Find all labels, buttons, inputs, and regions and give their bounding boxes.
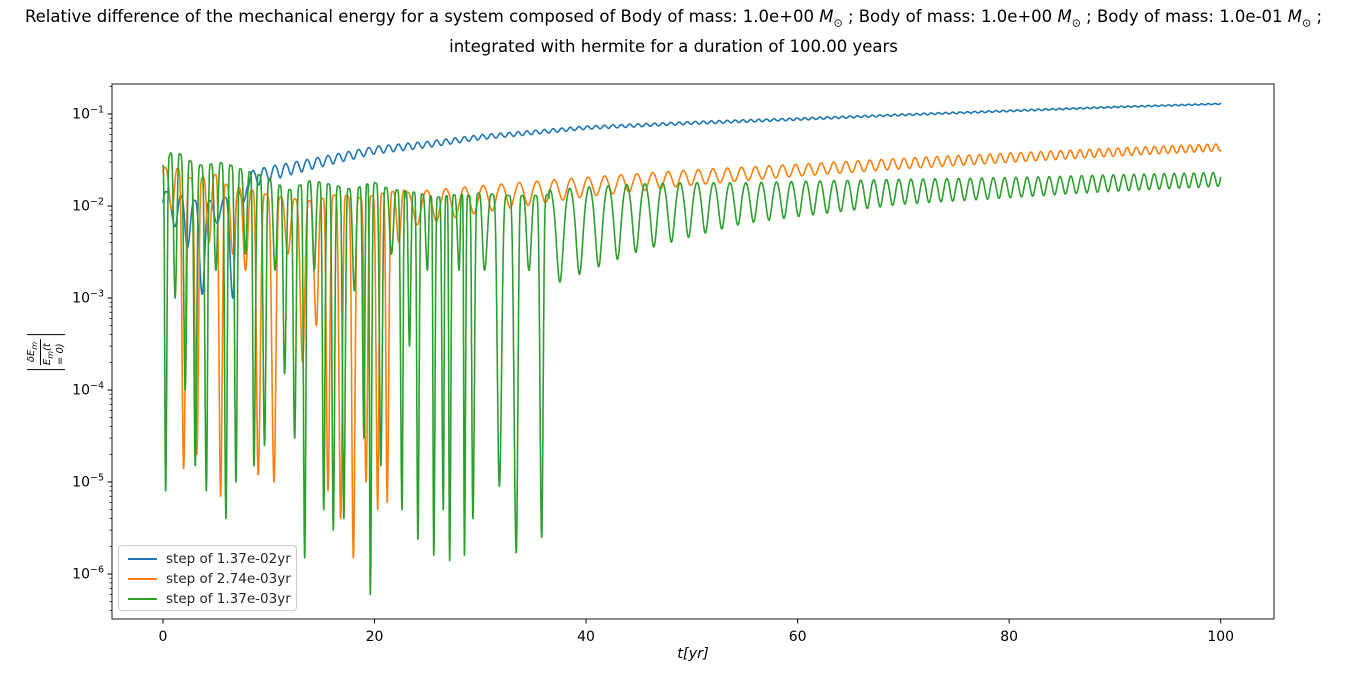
abs-bar-left xyxy=(27,369,65,371)
series-group xyxy=(162,102,1222,596)
y-tick-label: 10−1 xyxy=(72,104,104,122)
chart-title: Relative difference of the mechanical en… xyxy=(0,5,1347,58)
y-tick-label: 10−6 xyxy=(72,565,104,583)
legend-item-label: step of 1.37e-03yr xyxy=(166,591,291,607)
axes-frame xyxy=(111,83,1275,620)
subscript-m: m xyxy=(46,350,55,359)
y-axis-fraction-numerator: δEm xyxy=(26,338,41,366)
subscript-m: m xyxy=(30,341,39,350)
abs-bar-right xyxy=(27,333,65,335)
y-tick-label: 10−4 xyxy=(72,381,104,399)
x-tick-label: 40 xyxy=(577,629,595,645)
y-axis-label: δEm Em(t = 0) xyxy=(26,333,66,371)
series-line-2 xyxy=(162,152,1222,596)
sun-symbol-subscript: ⊙ xyxy=(1071,16,1081,30)
legend-line-sample-green xyxy=(128,598,157,600)
legend-item: step of 1.37e-02yr xyxy=(119,549,296,569)
y-axis-fraction: δEm Em(t = 0) xyxy=(26,337,66,367)
y-tick-label: 10−2 xyxy=(72,196,104,214)
sun-symbol-subscript: ⊙ xyxy=(1302,16,1312,30)
y-tick-label: 10−3 xyxy=(72,289,104,307)
x-tick-label: 60 xyxy=(789,629,807,645)
legend-line-sample-blue xyxy=(128,558,157,560)
y-axis-fraction-denominator: Em(t = 0) xyxy=(42,343,66,366)
chart-title-line2: integrated with hermite for a duration o… xyxy=(449,36,898,56)
solar-mass-symbol: M xyxy=(1287,7,1303,26)
x-tick-label: 0 xyxy=(159,629,168,645)
solar-mass-symbol: M xyxy=(819,7,834,26)
legend-line-sample-orange xyxy=(128,578,157,580)
x-tick-label: 100 xyxy=(1207,629,1234,645)
legend-item: step of 1.37e-03yr xyxy=(119,589,296,609)
legend-item: step of 2.74e-03yr xyxy=(119,569,296,589)
x-tick-label: 80 xyxy=(1000,629,1018,645)
legend-item-label: step of 2.74e-03yr xyxy=(166,571,291,587)
y-tick-label: 10−5 xyxy=(72,473,104,491)
sun-symbol-subscript: ⊙ xyxy=(833,16,843,30)
x-tick-label: 20 xyxy=(366,629,384,645)
series-line-0 xyxy=(162,102,1222,299)
x-axis-label: t[yr] xyxy=(677,646,709,662)
legend-item-label: step of 1.37e-02yr xyxy=(166,551,291,567)
solar-mass-symbol: M xyxy=(1057,7,1072,26)
chart-title-line1: Relative difference of the mechanical en… xyxy=(24,7,1323,30)
legend: step of 1.37e-02yr step of 2.74e-03yr st… xyxy=(118,545,297,611)
